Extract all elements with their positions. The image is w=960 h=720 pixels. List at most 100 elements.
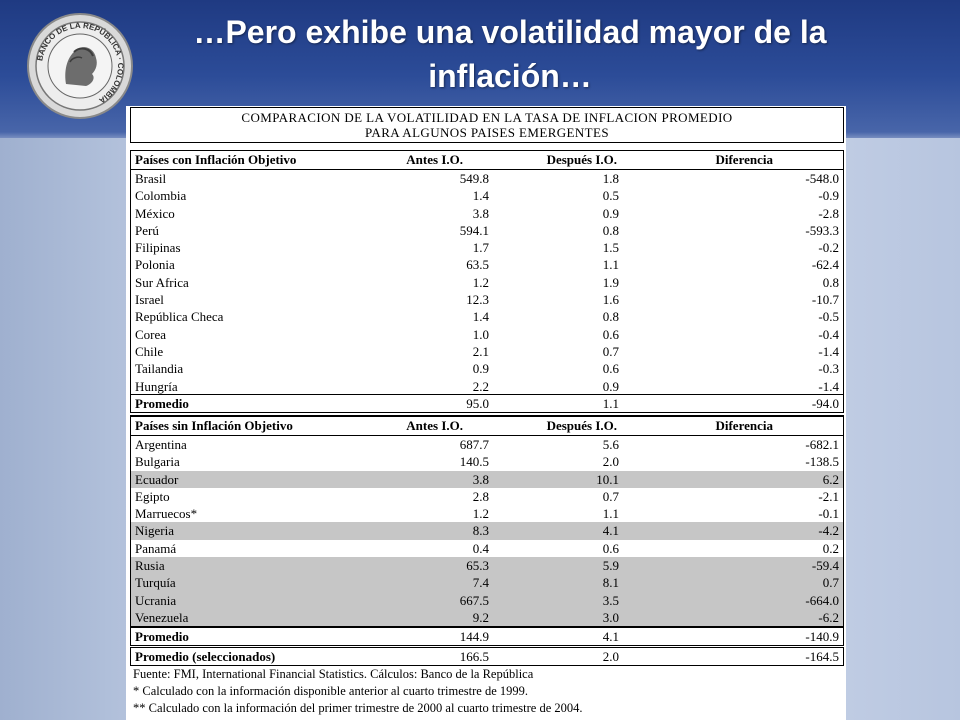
country-cell: Ucrania [135,592,177,608]
antes-cell: 3.8 [472,471,489,487]
promedio-sel-diferencia: -164.5 [805,649,839,664]
antes-cell: 2.2 [472,378,489,394]
country-cell: México [135,205,175,221]
antes-cell: 1.2 [472,506,489,522]
diferencia-cell: -1.4 [818,378,839,394]
promedio-label: Promedio [135,396,189,411]
country-cell: Venezuela [135,609,189,625]
despues-cell: 4.1 [602,523,619,539]
despues-cell: 3.5 [602,592,619,608]
despues-cell: 0.6 [602,361,619,377]
table-row: Chile 2.1 0.7 -1.4 [131,343,843,360]
country-cell: Argentina [135,437,187,452]
diferencia-cell: -59.4 [811,558,839,574]
table-row: Ecuador 3.8 10.1 6.2 [131,470,843,488]
promedio-antes: 95.0 [466,396,489,411]
despues-cell: 8.1 [602,575,619,591]
column-header: Países con Inflación Objetivo [135,152,297,167]
country-cell: Israel [135,292,164,308]
footnote-1: * Calculado con la información disponibl… [133,684,529,698]
antes-cell: 549.8 [459,171,489,186]
country-cell: Marruecos* [135,506,198,522]
table-row: Marruecos* 1.2 1.1 -0.1 [131,505,843,522]
diferencia-cell: -62.4 [811,257,839,273]
despues-cell: 3.0 [602,609,619,625]
column-header: Diferencia [715,418,773,433]
diferencia-cell: -682.1 [805,437,839,452]
table-row: Perú 594.1 0.8 -593.3 [131,222,843,239]
country-cell: Tailandia [135,361,184,377]
table-row: Venezuela 9.2 3.0 -6.2 [131,608,843,627]
diferencia-cell: -138.5 [805,454,839,470]
table-row: Turquía 7.4 8.1 0.7 [131,574,843,592]
promedio-despues: 4.1 [602,629,619,644]
despues-cell: 0.7 [602,488,619,504]
table-row: Corea 1.0 0.6 -0.4 [131,326,843,343]
country-cell: Rusia [135,558,165,574]
antes-cell: 7.4 [472,575,489,591]
table-row: México 3.8 0.9 -2.8 [131,205,843,222]
table-row: Sur Africa 1.2 1.9 0.8 [131,274,843,291]
table-row: Polonia 63.5 1.1 -62.4 [131,256,843,273]
despues-cell: 1.9 [602,274,619,290]
banco-republica-logo: BANCO DE LA REPÚBLICA · COLOMBIA [26,12,134,120]
table-row: República Checa 1.4 0.8 -0.5 [131,308,843,325]
column-header: Países sin Inflación Objetivo [135,418,293,433]
country-cell: República Checa [135,309,224,325]
promedio-seleccionados-row: Promedio (seleccionados) 166.5 2.0 -164.… [130,647,844,667]
country-cell: Panamá [135,540,177,556]
country-cell: Filipinas [135,240,181,256]
despues-cell: 0.6 [602,540,619,556]
promedio-label: Promedio [135,629,189,644]
diferencia-cell: -0.2 [818,240,839,256]
country-cell: Turquía [135,575,176,591]
column-header: Después I.O. [546,152,617,167]
country-cell: Sur Africa [135,274,189,290]
despues-cell: 1.6 [602,292,619,308]
antes-cell: 1.2 [472,274,489,290]
table-row: Nigeria 8.3 4.1 -4.2 [131,522,843,540]
table-row: Rusia 65.3 5.9 -59.4 [131,557,843,575]
despues-cell: 0.8 [602,309,619,325]
despues-cell: 0.8 [602,222,619,238]
section-divider [130,412,844,416]
antes-cell: 65.3 [466,558,489,574]
table-title-line2: PARA ALGUNOS PAISES EMERGENTES [364,125,609,140]
diferencia-cell: -1.4 [818,343,839,359]
table-row: Filipinas 1.7 1.5 -0.2 [131,239,843,256]
table-row: Israel 12.3 1.6 -10.7 [131,291,843,308]
despues-cell: 10.1 [596,471,619,487]
diferencia-cell: -2.1 [818,488,839,504]
slide-title: …Pero exhibe una volatilidad mayor de la… [193,14,827,94]
antes-cell: 140.5 [459,454,489,470]
despues-cell: 5.9 [602,558,619,574]
country-cell: Chile [135,343,164,359]
diferencia-cell: 0.7 [822,575,839,591]
country-cell: Corea [135,326,167,342]
antes-cell: 1.4 [472,188,489,204]
diferencia-cell: -0.5 [818,309,839,325]
table-title-line1: COMPARACION DE LA VOLATILIDAD EN LA TASA… [241,110,733,125]
footnote-2: ** Calculado con la información del prim… [133,701,583,715]
antes-cell: 2.1 [472,343,489,359]
promedio-sel-antes: 166.5 [459,649,489,664]
table-row: Argentina 687.7 5.6 -682.1 [131,436,843,453]
diferencia-cell: -0.4 [818,326,839,342]
table-row: Hungría 2.2 0.9 -1.4 [131,378,843,395]
table-row: Panamá 0.4 0.6 0.2 [131,540,843,557]
diferencia-cell: -0.1 [818,506,839,522]
despues-cell: 1.1 [602,257,619,273]
antes-cell: 63.5 [466,257,489,273]
diferencia-cell: -2.8 [818,205,839,221]
antes-cell: 12.3 [466,292,489,308]
promedio-antes: 144.9 [459,629,489,644]
table-row: Bulgaria 140.5 2.0 -138.5 [131,453,843,470]
antes-cell: 2.8 [472,488,489,504]
table-title: COMPARACION DE LA VOLATILIDAD EN LA TASA… [130,107,844,143]
antes-cell: 3.8 [472,205,489,221]
country-cell: Hungría [135,378,178,394]
inflation-volatility-table: COMPARACION DE LA VOLATILIDAD EN LA TASA… [126,106,846,720]
table-header-row: Países con Inflación Objetivo Antes I.O. D… [131,151,843,170]
despues-cell: 1.8 [602,171,619,186]
diferencia-cell: -0.9 [818,188,839,204]
